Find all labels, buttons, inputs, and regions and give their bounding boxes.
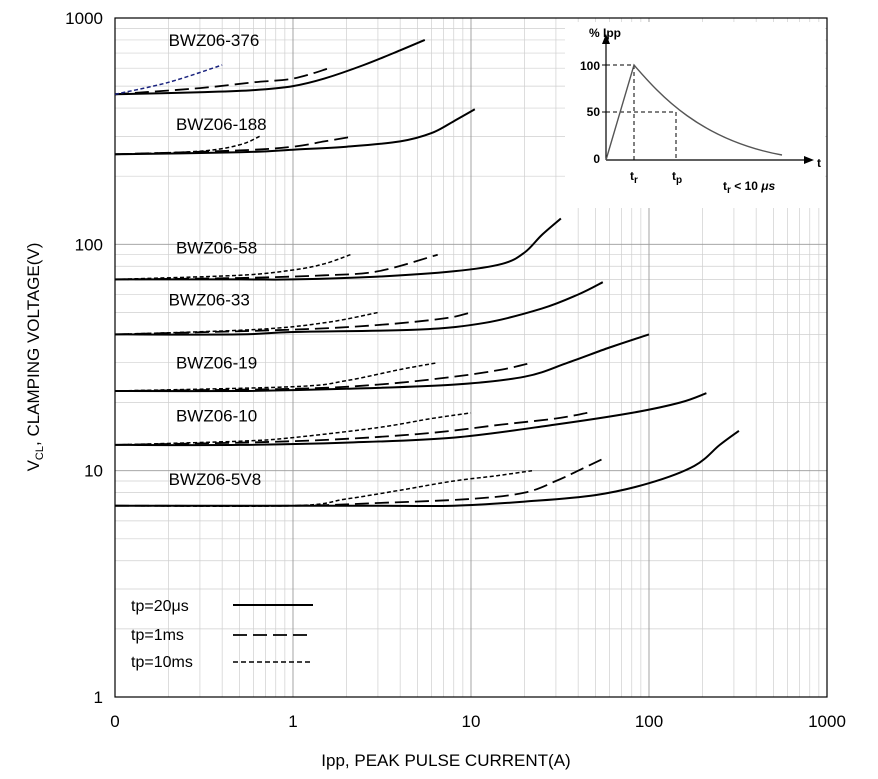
- curve-bwz06-5v8-long-dash: [114, 456, 608, 507]
- legend-label-short-dash: tp=10ms: [131, 654, 193, 671]
- curve-bwz06-10-short-dash: [114, 412, 472, 446]
- inset-background: [565, 22, 825, 208]
- curve-label-bwz06-19: BWZ06-19: [176, 354, 257, 373]
- legend-label-solid: tp=20μs: [131, 598, 189, 615]
- curve-bwz06-58-short-dash: [114, 253, 351, 281]
- curve-bwz06-376-long-dash: [114, 67, 330, 96]
- curve-bwz06-376-solid: [114, 38, 426, 96]
- curve-bwz06-10-long-dash: [114, 412, 588, 446]
- curve-label-bwz06-10: BWZ06-10: [176, 407, 257, 426]
- curve-bwz06-19-short-dash: [114, 361, 438, 392]
- x-tick-label: 0: [110, 712, 119, 731]
- legend: tp=20μs tp=1ms tp=10ms: [131, 598, 313, 671]
- x-tick-label: 100: [635, 712, 663, 731]
- curve-bwz06-376-blue-short-dash: [114, 64, 223, 96]
- y-axis-title-sub: CL: [34, 446, 46, 460]
- inset-pulse-curve: [605, 63, 783, 161]
- x-axis-title: Ipp, PEAK PULSE CURRENT(A): [321, 751, 570, 770]
- inset-y-arrow: [602, 34, 610, 44]
- curve-series: [114, 38, 740, 508]
- curve-bwz06-5v8-short-dash: [114, 469, 533, 507]
- inset-rise-time-note: tr < 10 μs: [723, 179, 776, 196]
- pulse-waveform-inset: % Ipp t 100 50 0 tr tp tr < 10 μs: [565, 22, 825, 208]
- y-tick-label: 1000: [65, 9, 103, 28]
- inset-note-rest: < 10: [731, 179, 761, 193]
- inset-note-unit: μs: [760, 179, 775, 193]
- x-tick-label: 1000: [808, 712, 846, 731]
- y-tick-label: 100: [75, 235, 103, 254]
- curve-bwz06-58-solid: [115, 217, 562, 281]
- x-tick-label: 1: [288, 712, 297, 731]
- curve-label-bwz06-33: BWZ06-33: [169, 291, 250, 310]
- plot-frame: [114, 17, 828, 698]
- inset-tr-label: tr: [630, 169, 638, 186]
- curve-bwz06-188-solid: [114, 108, 476, 156]
- curve-bwz06-33-solid: [114, 281, 604, 336]
- y-axis-title-rest: , CLAMPING VOLTAGE(V): [24, 243, 43, 446]
- inset-tick-100: 100: [580, 59, 600, 73]
- curve-label-bwz06-376: BWZ06-376: [169, 31, 260, 50]
- legend-label-long-dash: tp=1ms: [131, 627, 184, 644]
- curve-label-bwz06-58: BWZ06-58: [176, 238, 257, 257]
- inset-tr-main: t: [630, 169, 634, 183]
- curve-label-bwz06-188: BWZ06-188: [176, 115, 267, 134]
- curve-bwz06-58-long-dash: [114, 253, 438, 281]
- x-tick-label: 10: [462, 712, 481, 731]
- inset-y-label: % Ipp: [589, 26, 621, 40]
- inset-note-sub: r: [727, 185, 731, 196]
- inset-tp-label: tp: [672, 169, 682, 186]
- inset-tr-sub: r: [634, 175, 638, 186]
- y-tick-label: 10: [84, 462, 103, 481]
- inset-tp-sub: p: [676, 175, 682, 186]
- inset-x-arrow: [804, 156, 814, 164]
- inset-tick-0: 0: [593, 152, 600, 166]
- minor-grid: [115, 18, 827, 697]
- inset-tp-main: t: [672, 169, 676, 183]
- curve-bwz06-19-solid: [114, 333, 650, 393]
- curve-bwz06-10-solid: [114, 392, 707, 447]
- curve-bwz06-33-short-dash: [114, 311, 379, 336]
- curve-bwz06-188-long-dash: [114, 136, 351, 156]
- curve-labels: BWZ06-376 BWZ06-188 BWZ06-58 BWZ06-33 BWZ06-…: [169, 31, 267, 489]
- curve-label-bwz06-5v8: BWZ06-5V8: [169, 470, 262, 489]
- y-axis-title-main: V: [24, 459, 43, 471]
- inset-x-label: t: [817, 156, 821, 170]
- curve-bwz06-188-short-dash: [114, 135, 261, 156]
- y-axis-title: VCL, CLAMPING VOLTAGE(V): [24, 243, 46, 472]
- y-tick-label: 1: [94, 688, 103, 707]
- inset-note-main: t: [723, 179, 727, 193]
- curve-bwz06-19-long-dash: [114, 361, 533, 392]
- inset-tick-50: 50: [587, 105, 601, 119]
